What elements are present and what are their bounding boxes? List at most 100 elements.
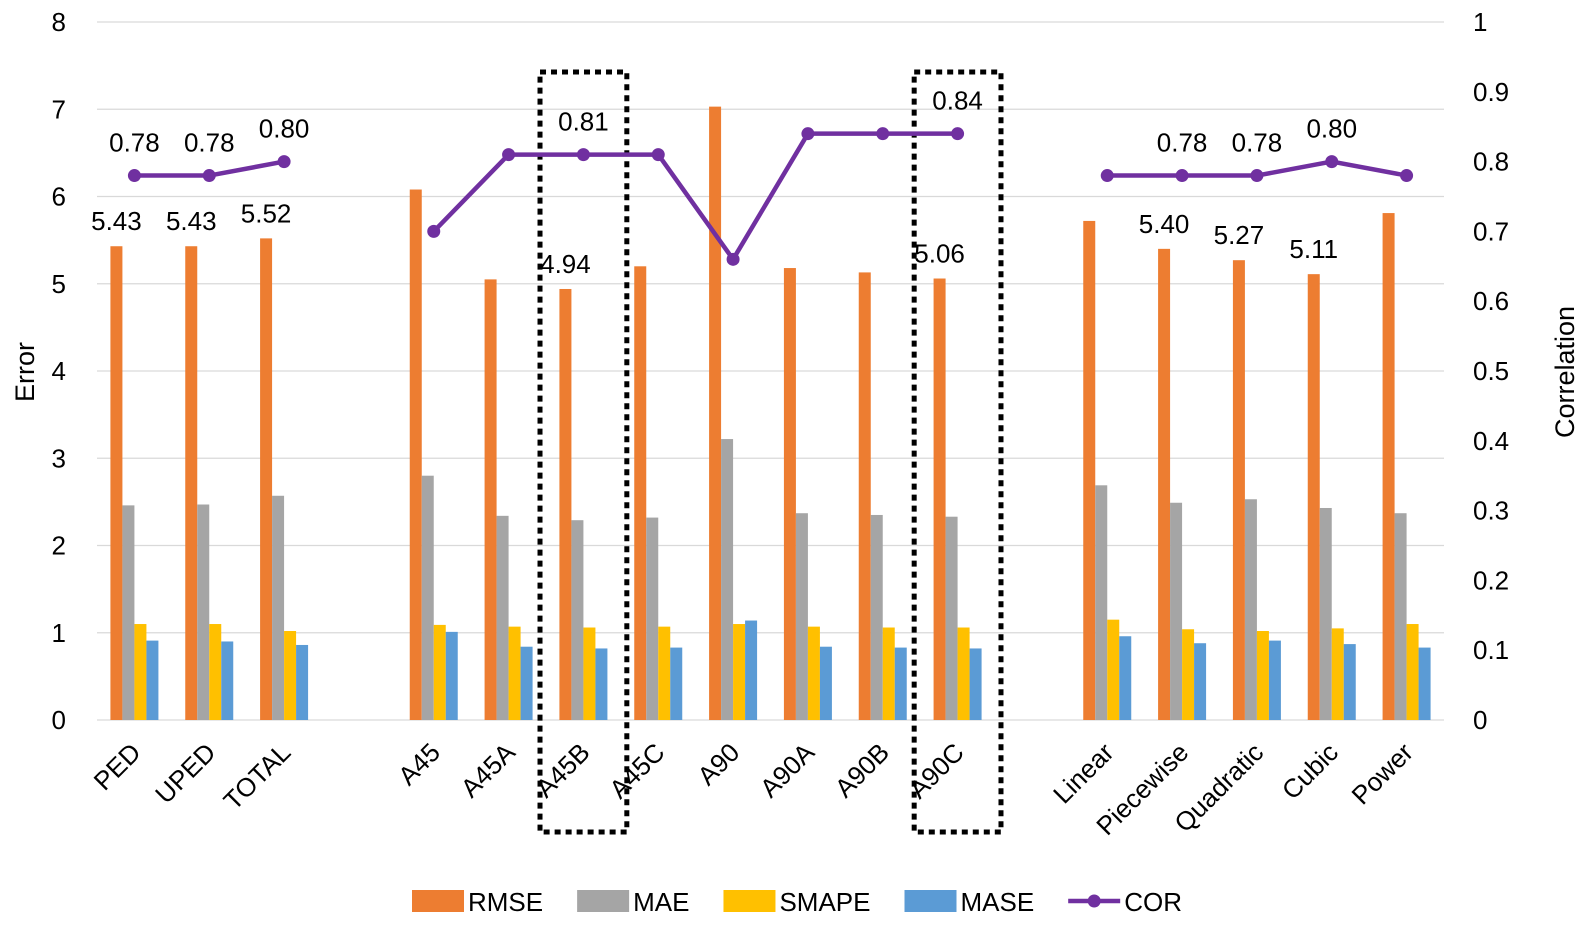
cor-line [127,127,1414,266]
label-cor-a45b: 0.81 [558,107,609,137]
x-tick-linear: Linear [1047,737,1120,810]
bar-rmse-a45a [484,279,497,720]
label-rmse-uped: 5.43 [166,206,217,236]
bar-smape-a45 [433,624,446,720]
bar-mase-linear [1119,636,1132,720]
bar-smape-quadratic [1256,631,1269,720]
legend-label-smape: SMAPE [779,887,870,917]
bar-mase-cubic [1343,644,1356,720]
bar-mase-a45 [445,631,458,720]
y2-tick-label: 0.6 [1473,286,1509,316]
bar-mae-power [1394,513,1407,720]
cor-point-a90 [726,252,740,266]
y-tick-label: 3 [52,443,66,473]
bar-mae-linear [1095,485,1108,720]
x-tick-cubic: Cubic [1276,737,1344,805]
bar-mase-a90b [894,647,907,720]
x-tick-a45: A45 [392,737,446,791]
bar-mase-ped [146,640,159,720]
y2-tick-label: 0.2 [1473,565,1509,595]
x-tick-a45a: A45A [455,737,522,804]
bar-mase-uped [221,641,234,720]
highlight-boxes [537,69,1004,835]
label-rmse-total: 5.52 [241,198,292,228]
bar-mase-total [296,644,309,720]
bar-mae-ped [122,505,135,720]
bar-smape-linear [1107,619,1120,720]
y-tick-label: 0 [52,705,66,735]
bar-mae-a90a [795,513,808,720]
y-tick-label: 7 [52,94,66,124]
legend-label-rmse: RMSE [468,887,543,917]
x-tick-a90b: A90B [829,737,895,803]
x-tick-total: TOTAL [218,737,297,816]
bar-rmse-a90c [933,278,946,720]
bar-mae-a45c [646,517,659,720]
bar-mase-a90a [819,646,832,720]
bar-smape-a90a [807,626,820,720]
y2-tick-label: 0.8 [1473,147,1509,177]
bar-smape-cubic [1331,628,1344,720]
bar-mae-total [272,495,285,720]
bar-rmse-a90b [858,272,871,720]
bars [110,106,1431,721]
cor-point-a90a [801,127,815,141]
bar-smape-a90b [882,627,895,720]
legend: RMSE MAE SMAPE MASE COR [412,887,1182,917]
cor-point-uped [202,169,216,183]
bar-mase-a90 [745,620,758,720]
bar-smape-total [284,631,297,720]
cor-point-a45a [502,148,516,162]
label-cor-a90c: 0.84 [932,86,983,116]
y2-tick-label: 1 [1473,7,1487,37]
bar-smape-piecewise [1182,629,1195,720]
cor-point-a45c [651,148,665,162]
highlight-box-a45b [537,69,630,835]
y2-tick-label: 0.4 [1473,426,1509,456]
bar-mase-a90c [969,648,982,720]
legend-label-cor: COR [1124,887,1182,917]
label-cor-piecewise: 0.78 [1157,128,1208,158]
x-tick-ped: PED [88,737,147,796]
bar-mase-power [1418,647,1431,720]
y-tick-label: 8 [52,7,66,37]
y2-tick-label: 0.7 [1473,216,1509,246]
bar-mase-a45c [670,647,683,720]
bar-mae-a90c [945,516,958,720]
bar-smape-ped [134,624,147,720]
bar-mae-a90 [721,439,734,720]
bar-mase-a45b [595,648,608,720]
data-labels: 5.43 5.43 5.52 4.94 5.06 5.40 5.27 5.11 0.78 0.78… [91,86,1357,279]
bar-rmse-a45b [559,288,572,720]
cor-point-power [1400,169,1414,183]
bar-rmse-a45 [409,189,422,720]
label-cor-total: 0.80 [259,114,310,144]
bar-rmse-linear [1083,220,1096,720]
label-rmse-quadratic: 5.27 [1214,220,1265,250]
bar-smape-a45c [658,626,671,720]
cor-point-piecewise [1175,169,1189,183]
bar-smape-a90c [957,627,970,720]
bar-rmse-a90 [709,106,722,720]
y-tick-label: 2 [52,531,66,561]
cor-point-total [277,155,291,169]
bar-mae-a45b [571,520,584,720]
bar-rmse-a45c [634,266,647,720]
bar-rmse-ped [110,246,123,721]
legend-label-mase: MASE [961,887,1035,917]
label-rmse-cubic: 5.11 [1289,234,1338,264]
x-tick-a90: A90 [691,737,745,791]
legend-label-mae: MAE [633,887,689,917]
y2-tick-label: 0.1 [1473,635,1509,665]
label-cor-quadratic: 0.78 [1232,128,1283,158]
cor-point-cubic [1325,155,1339,169]
y-tick-label: 4 [52,356,66,386]
bar-rmse-quadratic [1232,260,1245,720]
cor-point-a90c [951,127,965,141]
bar-mase-quadratic [1268,640,1281,720]
cor-point-linear [1100,169,1114,183]
cor-point-quadratic [1250,169,1264,183]
legend-swatch-smape [723,890,776,912]
